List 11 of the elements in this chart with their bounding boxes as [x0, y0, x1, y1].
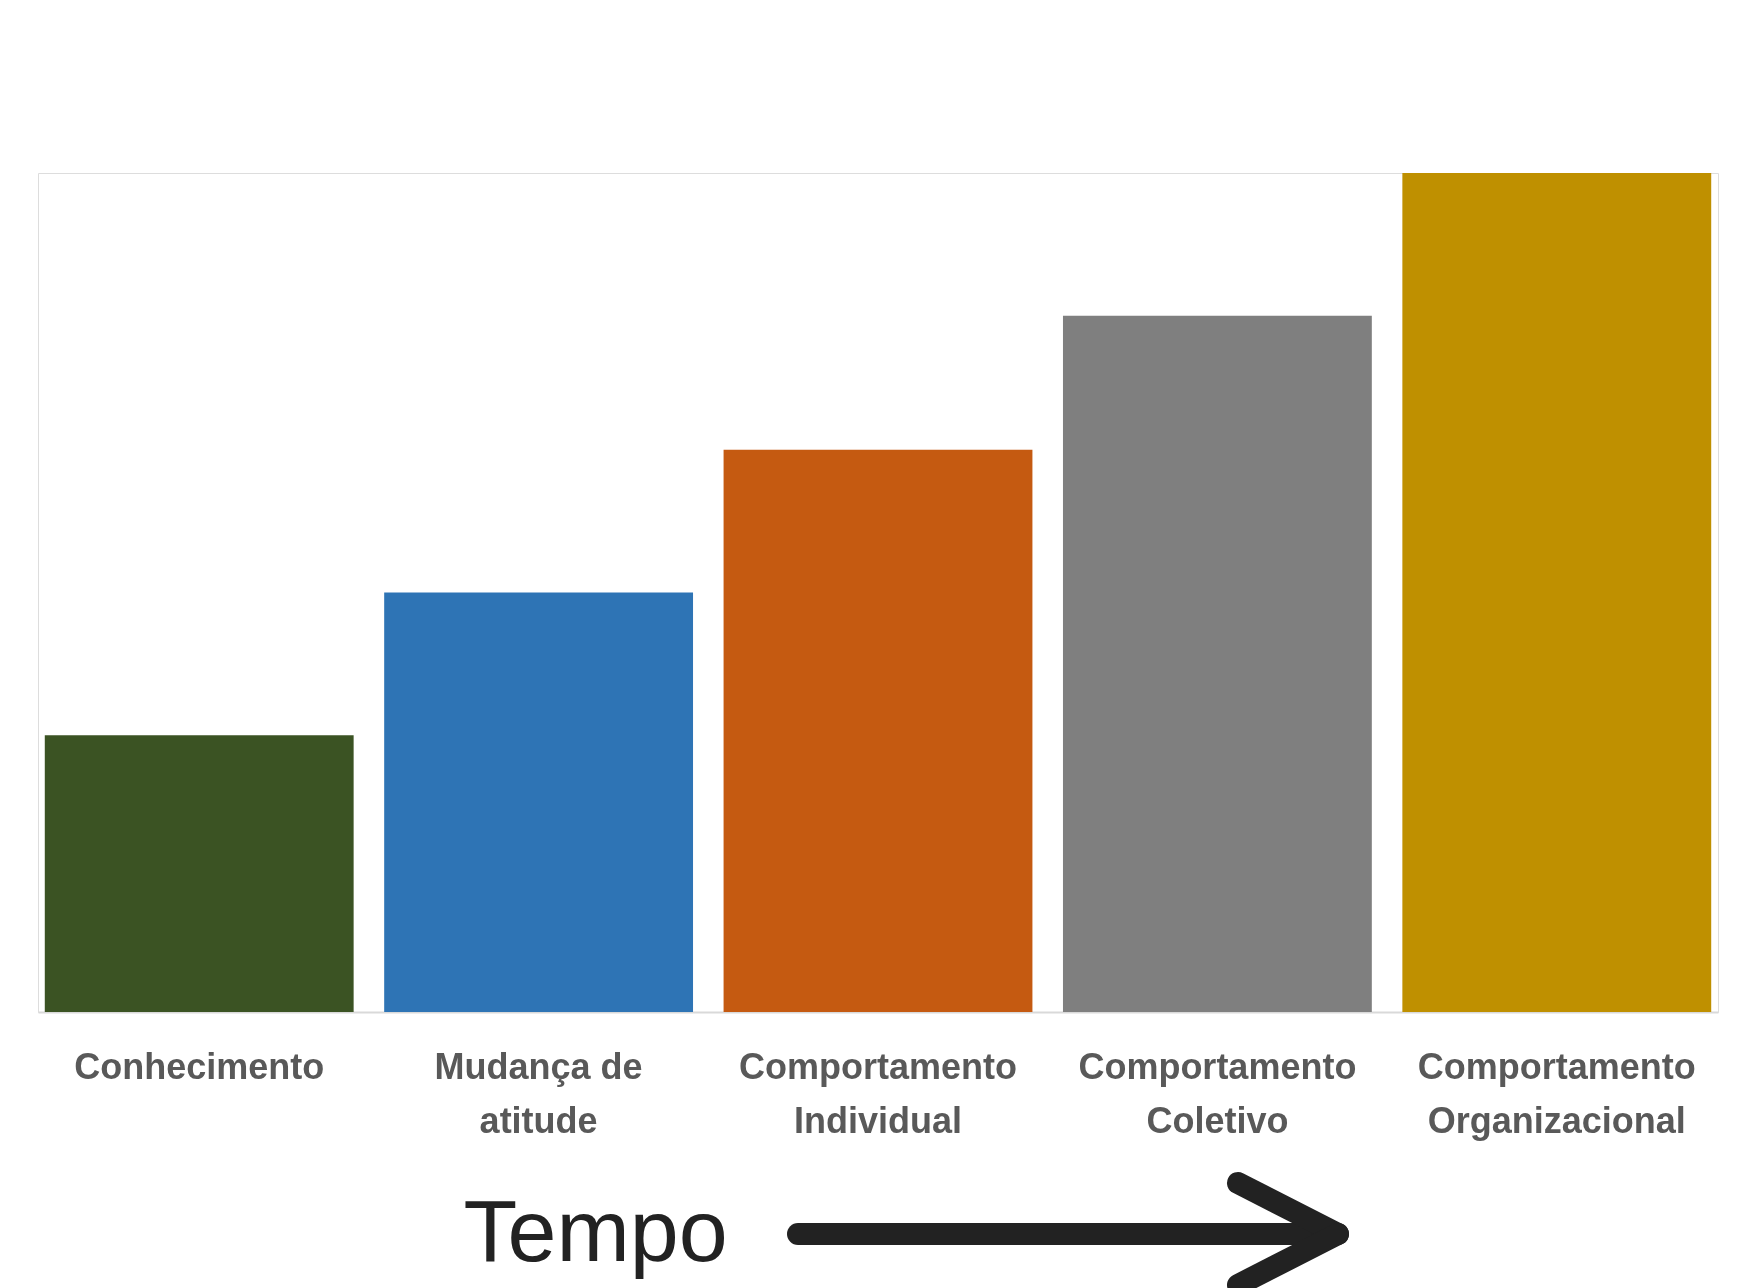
x-axis-title: Tempo	[463, 1180, 728, 1280]
bar	[384, 592, 694, 1012]
bar	[1402, 173, 1712, 1012]
x-tick-label: Conhecimento	[74, 1045, 325, 1087]
bar	[1062, 315, 1372, 1012]
x-tick-label: Comportamento Individual	[739, 1045, 1017, 1141]
bar	[723, 449, 1033, 1012]
x-tick-label: Comportamento Coletivo	[1078, 1045, 1357, 1141]
x-tick-label: Comportamento Organizacional	[1417, 1045, 1696, 1141]
x-tick-label: Mudança de atitude	[434, 1045, 643, 1141]
bar	[44, 735, 354, 1012]
